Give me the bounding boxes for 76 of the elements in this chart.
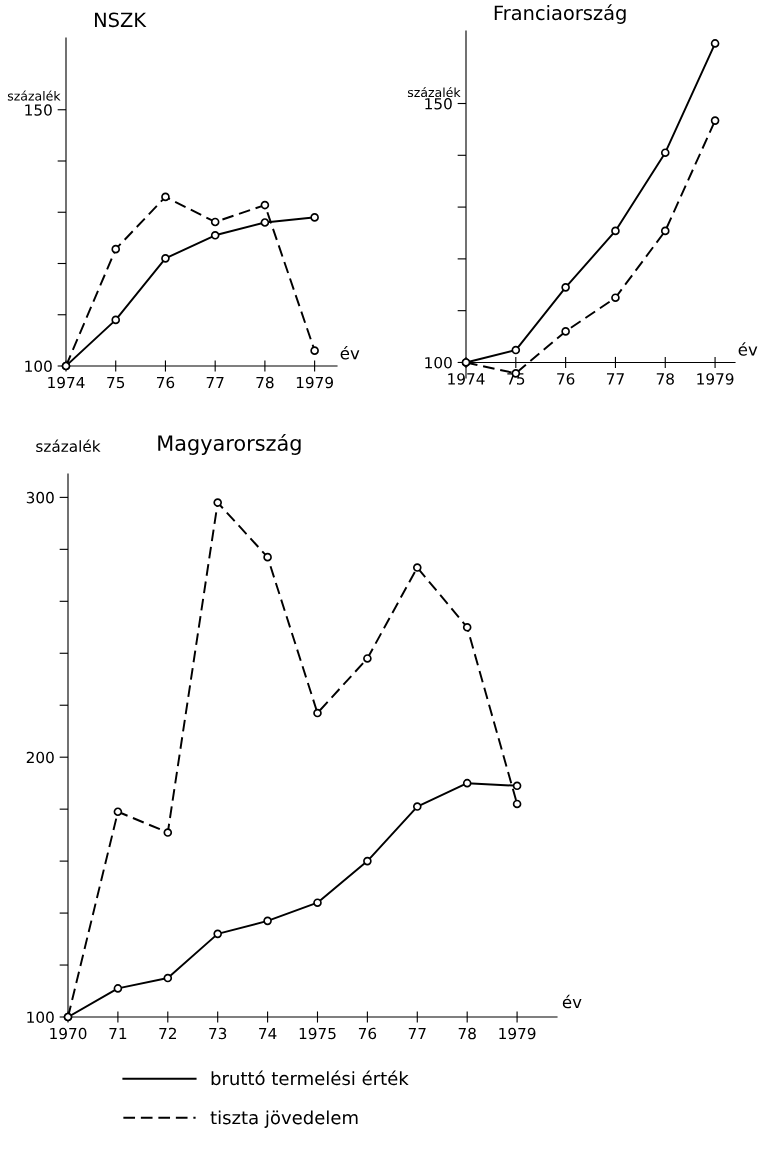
point [161, 254, 170, 263]
point [113, 984, 123, 993]
point [363, 654, 372, 663]
x-tick-label: 1970 [50, 1027, 87, 1040]
chart-title: NSZK [95, 12, 147, 28]
x-tick-label: 76 [156, 376, 175, 389]
x-tick-label: 1979 [296, 376, 333, 389]
point [310, 213, 319, 222]
y-axis-title: százalék [407, 86, 461, 98]
point [511, 345, 521, 355]
chart-title: Franciaország [494, 4, 626, 24]
legend-label: bruttó termelési érték [211, 1070, 409, 1086]
x-tick-label: 75 [107, 376, 125, 389]
x-tick-label: 77 [206, 376, 224, 389]
legend-label: tiszta jövedelem [210, 1110, 358, 1128]
x-tick-label: 78 [656, 373, 674, 385]
point [512, 781, 522, 791]
x-tick-label: 1974 [48, 376, 85, 389]
x-axis-title: év [340, 345, 360, 360]
point [111, 244, 121, 254]
point [260, 200, 270, 210]
point [313, 898, 322, 907]
y-axis-title: százalék [7, 90, 61, 101]
point [462, 622, 472, 632]
x-tick-label: 1979 [499, 1027, 536, 1040]
point [611, 226, 620, 236]
point [611, 293, 620, 303]
point [260, 218, 270, 227]
point [111, 315, 121, 325]
x-tick-label: 76 [358, 1027, 377, 1040]
point [213, 498, 223, 507]
point [660, 148, 670, 158]
point [310, 346, 319, 355]
x-tick-label: 72 [159, 1027, 176, 1040]
point [412, 563, 422, 572]
point [561, 327, 570, 336]
y-axis-title: százalék [36, 439, 101, 453]
x-tick-label: 78 [256, 376, 274, 389]
chart-title: Magyarország [158, 434, 301, 455]
x-tick-label: 1975 [299, 1027, 336, 1040]
point [113, 807, 123, 817]
x-tick-label: 1974 [448, 373, 485, 385]
point [462, 778, 472, 788]
point [512, 799, 522, 809]
x-tick-label: 73 [209, 1027, 227, 1040]
y-tick-label: 150 [25, 104, 52, 116]
y-tick-label: 150 [425, 97, 452, 110]
y-tick-label: 100 [425, 356, 452, 369]
point [710, 116, 720, 125]
x-tick-label: 74 [259, 1027, 277, 1040]
point [163, 973, 173, 983]
x-tick-label: 71 [109, 1027, 127, 1040]
point [210, 217, 220, 227]
point [213, 929, 223, 939]
point [412, 802, 422, 811]
point [710, 39, 720, 48]
y-tick-label: 200 [26, 751, 54, 764]
point [363, 856, 372, 866]
y-tick-label: 100 [25, 360, 52, 373]
point [263, 916, 272, 926]
x-tick-label: 77 [408, 1027, 426, 1040]
point [161, 192, 170, 202]
point [660, 226, 670, 236]
point [263, 552, 272, 562]
x-tick-label: 1979 [697, 373, 734, 385]
point [561, 283, 570, 292]
point [210, 231, 220, 240]
x-tick-label: 78 [458, 1027, 476, 1040]
point [163, 828, 173, 837]
x-tick-label: 76 [557, 373, 575, 385]
point [313, 708, 322, 718]
x-tick-label: 77 [606, 373, 624, 385]
y-tick-label: 100 [27, 1011, 54, 1024]
y-tick-label: 300 [26, 491, 54, 504]
x-axis-title: év [562, 994, 582, 1009]
x-axis-title: év [738, 342, 758, 356]
